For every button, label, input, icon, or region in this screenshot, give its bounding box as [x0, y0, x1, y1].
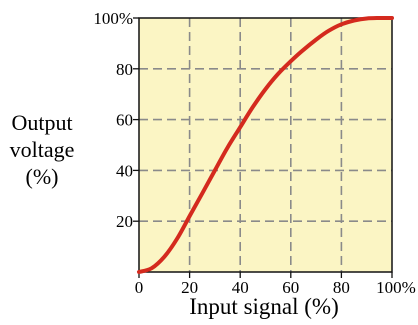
y-tick-label-20: 20 [116, 212, 133, 231]
y-tick-label-100: 100% [93, 9, 133, 28]
x-tick-labels: 0 20 40 60 80 100% [135, 278, 416, 297]
y-axis-label-line-2: voltage [10, 137, 75, 162]
x-tick-label-20: 20 [181, 278, 198, 297]
plot-frame [138, 17, 393, 273]
series-line [137, 15, 394, 274]
x-tick-label-80: 80 [333, 278, 350, 297]
y-tick-label-40: 40 [116, 161, 133, 180]
y-tick-label-60: 60 [116, 111, 133, 130]
y-axis-label-line-1: Output [11, 110, 72, 135]
x-tick-label-100: 100% [376, 278, 416, 297]
axes [133, 17, 393, 278]
y-tick-labels: 20 40 60 80 100% [93, 9, 133, 231]
y-tick-label-80: 80 [116, 60, 133, 79]
plot-area [139, 18, 392, 272]
x-tick-label-0: 0 [135, 278, 144, 297]
x-tick-label-40: 40 [232, 278, 249, 297]
x-tick-label-60: 60 [282, 278, 299, 297]
y-axis-label-line-3: (%) [26, 164, 59, 189]
x-axis-label: Input signal (%) [189, 294, 338, 319]
